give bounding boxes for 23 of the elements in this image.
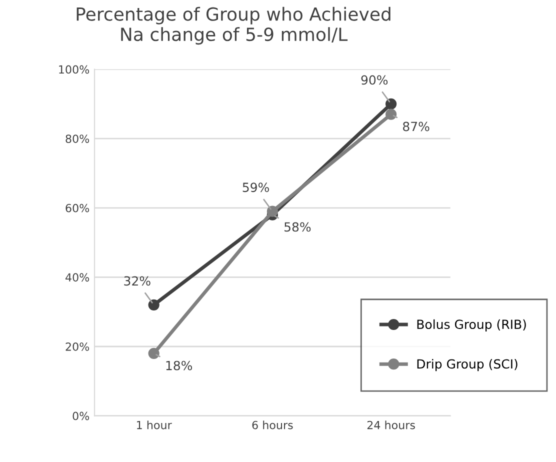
legend-label: Bolus Group (RIB) [417,319,526,332]
legend-label: Drip Group (SCI) [417,358,518,372]
chart-title: Percentage of Group who Achieved Na change of 5-9 mmol/L [76,6,390,45]
x-tick-label: 6 hours [252,420,293,430]
y-tick-label: 0% [72,412,90,420]
data-label: 32% [124,276,150,286]
data-label: 58% [284,222,311,232]
data-label: 90% [361,75,388,85]
x-tick-label: 24 hours [367,420,415,430]
data-label: 18% [166,360,192,370]
y-tick-label: 20% [66,342,90,351]
point [385,108,397,120]
x-tick-label: 1 hour [137,420,172,430]
data-label: 87% [403,122,430,132]
point [148,348,160,359]
y-tick-label: 60% [66,204,90,212]
data-label: 59% [242,182,269,192]
y-tick-label: 100% [59,65,90,74]
y-tick-label: 40% [66,273,90,282]
point [266,206,278,217]
point [385,98,397,110]
point [148,299,160,310]
y-tick-label: 80% [66,134,90,143]
